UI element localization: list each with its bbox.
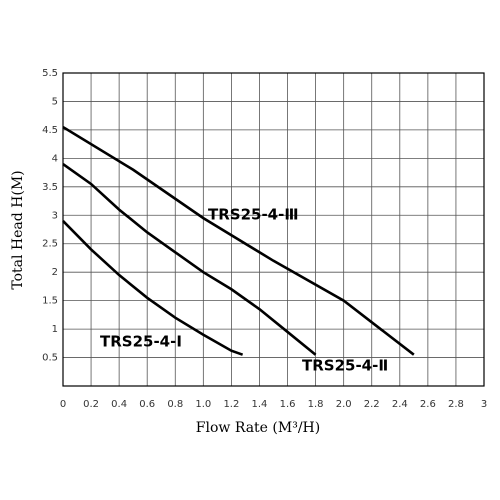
y-tick-label: 0.5 bbox=[42, 353, 58, 364]
y-tick-label: 2 bbox=[52, 267, 58, 278]
x-tick-label: 1.8 bbox=[308, 399, 324, 410]
y-axis-title: Total Head H(M) bbox=[10, 170, 26, 289]
curve-label: TRS25-4-Ⅰ bbox=[100, 333, 182, 351]
x-tick-label: 2.6 bbox=[420, 399, 436, 410]
x-tick-label: 0 bbox=[60, 399, 66, 410]
x-tick-label: 1.2 bbox=[223, 399, 239, 410]
x-tick-label: 0.6 bbox=[139, 399, 155, 410]
x-tick-label: 2.2 bbox=[364, 399, 380, 410]
y-tick-label: 3 bbox=[52, 210, 58, 221]
x-tick-label: 2.0 bbox=[336, 399, 352, 410]
curve bbox=[62, 162, 317, 356]
x-tick-label: 1.6 bbox=[280, 399, 296, 410]
x-axis-title: Flow Rate (M³/H) bbox=[196, 420, 320, 436]
curve-label: TRS25-4-Ⅱ bbox=[302, 357, 388, 375]
x-tick-label: 0.4 bbox=[111, 399, 127, 410]
curve bbox=[62, 220, 244, 356]
x-tick-label: 2.8 bbox=[448, 399, 464, 410]
y-tick-label: 5 bbox=[52, 96, 58, 107]
y-tick-label: 3.5 bbox=[42, 182, 58, 193]
y-tick-label: 4 bbox=[52, 153, 58, 164]
x-tick-label: 2.4 bbox=[392, 399, 408, 410]
y-tick-label: 5.5 bbox=[42, 68, 58, 79]
curve-label: TRS25-4-Ⅲ bbox=[208, 206, 299, 224]
x-tick-label: 0.2 bbox=[83, 399, 99, 410]
x-tick-label: 1.0 bbox=[195, 399, 211, 410]
plot-frame bbox=[62, 72, 485, 387]
x-tick-label: 1.4 bbox=[252, 399, 268, 410]
x-tick-label: 0.8 bbox=[167, 399, 183, 410]
y-tick-label: 2.5 bbox=[42, 239, 58, 250]
y-tick-label: 1.5 bbox=[42, 296, 58, 307]
x-tick-label: 3 bbox=[481, 399, 487, 410]
y-tick-label: 1 bbox=[52, 324, 58, 335]
y-tick-label: 4.5 bbox=[42, 125, 58, 136]
curve bbox=[62, 125, 415, 356]
